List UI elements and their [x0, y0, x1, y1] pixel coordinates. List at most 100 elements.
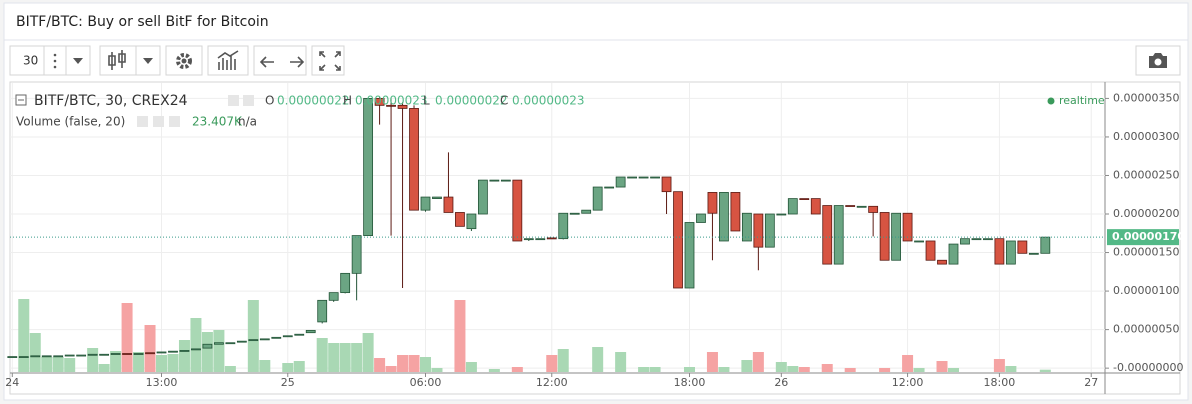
volume-bar: [718, 367, 730, 372]
volume-bar: [913, 368, 925, 372]
volume-bar: [408, 355, 420, 372]
candle-body: [271, 336, 282, 339]
candle-body: [512, 179, 523, 242]
candle-body: [1017, 240, 1028, 254]
volume-bar: [431, 368, 443, 372]
interval-button[interactable]: [9, 45, 45, 76]
volume-bar: [706, 352, 718, 372]
volume-bar: [420, 357, 432, 372]
candle-body: [466, 213, 477, 230]
volume-bar: [121, 303, 133, 372]
candle-body: [822, 205, 833, 265]
volume-bar: [615, 352, 627, 372]
volume-bar: [52, 357, 64, 372]
candle-body: [76, 354, 87, 357]
candle-body: [948, 243, 959, 265]
legend-icon[interactable]: [169, 116, 180, 127]
candle-body: [810, 198, 821, 215]
volume-bar: [752, 352, 764, 372]
interval-label: 30: [23, 54, 38, 68]
x-tick-label: 27: [1084, 376, 1098, 389]
candle-body: [259, 338, 270, 341]
toolbar: 30: [9, 45, 1181, 76]
volume-bar: [87, 348, 99, 372]
x-tick-label: 24: [5, 376, 19, 389]
indicators-button[interactable]: [207, 45, 249, 76]
volume-bar: [902, 355, 914, 372]
volume-bar: [29, 333, 41, 372]
candle-body: [213, 342, 224, 345]
y-tick-label: -0.00000000: [1113, 361, 1183, 374]
y-tick-label: 0.00000350: [1113, 91, 1179, 104]
candle-body: [340, 272, 351, 294]
candle-body: [1040, 236, 1051, 254]
y-tick-label: 0.00000050: [1113, 323, 1179, 336]
candle-body: [145, 352, 155, 355]
legend: BITF/BTC, 30, CREX24 O 0.00000022 H 0.00…: [15, 93, 1105, 129]
candle-body: [673, 191, 683, 289]
candle-body: [500, 179, 511, 182]
volume-bar: [167, 354, 179, 372]
candle-body: [983, 238, 993, 241]
candle-body: [753, 213, 764, 248]
volume-name: Volume (false, 20): [16, 115, 125, 129]
candles-icon: [108, 50, 126, 70]
legend-icon[interactable]: [137, 116, 148, 127]
candle-body: [604, 186, 615, 189]
ohlc-value: 0.00000022: [277, 94, 350, 108]
ohlc-key: O: [265, 94, 274, 108]
dot: [53, 53, 57, 57]
volume-bar: [546, 355, 558, 372]
ohlc-key: H: [343, 94, 352, 108]
candle-body: [443, 196, 454, 213]
ohlc-key: L: [423, 94, 430, 108]
candle-body: [925, 240, 936, 261]
candle-body: [650, 176, 660, 179]
volume-bar: [156, 355, 168, 372]
x-tick-label: 18:00: [674, 376, 706, 389]
candle-body: [282, 335, 293, 338]
caret: [73, 58, 83, 64]
snapshot-button[interactable]: [1135, 45, 1181, 76]
candle-body: [432, 196, 442, 200]
candle-body: [168, 350, 178, 353]
volume-bar: [936, 361, 948, 372]
candle-body: [615, 176, 626, 188]
volume-bar: [511, 367, 523, 372]
candle-body: [99, 353, 110, 356]
volume-bar: [649, 367, 661, 372]
volume-bar: [385, 366, 397, 372]
candle-body: [1028, 252, 1039, 255]
ohlc-value: 0.00000022: [435, 94, 508, 108]
candle-body: [328, 292, 339, 301]
legend-icon[interactable]: [153, 116, 164, 127]
chart-style-button[interactable]: [99, 45, 137, 76]
y-tick-label: 0.00000100: [1113, 284, 1179, 297]
caret: [143, 58, 153, 64]
volume-bar: [282, 363, 294, 372]
candle-body: [202, 343, 213, 349]
candle-body: [41, 355, 52, 358]
volume-bar: [844, 368, 856, 372]
candle-body: [87, 353, 98, 356]
volume-bar: [133, 352, 145, 372]
gear-hub: [181, 58, 187, 64]
volume-bar: [259, 360, 271, 372]
volume-bar: [741, 360, 753, 372]
legend-icon[interactable]: [243, 95, 254, 106]
volume-bar: [178, 340, 190, 372]
volume-bar: [454, 300, 466, 372]
x-tick-label: 25: [281, 376, 295, 389]
indicators-icon: [217, 50, 239, 70]
legend-icon[interactable]: [228, 95, 239, 106]
candle-body: [902, 212, 913, 242]
candle-body: [868, 205, 879, 213]
candle-body: [569, 212, 580, 215]
candle-body: [294, 333, 305, 336]
volume-bar: [993, 359, 1005, 372]
candle-body: [707, 192, 718, 214]
candle-body: [363, 98, 374, 236]
last-price-label: 0.00000170: [1112, 230, 1185, 243]
candle-body: [179, 350, 190, 352]
candle-body: [133, 353, 144, 355]
